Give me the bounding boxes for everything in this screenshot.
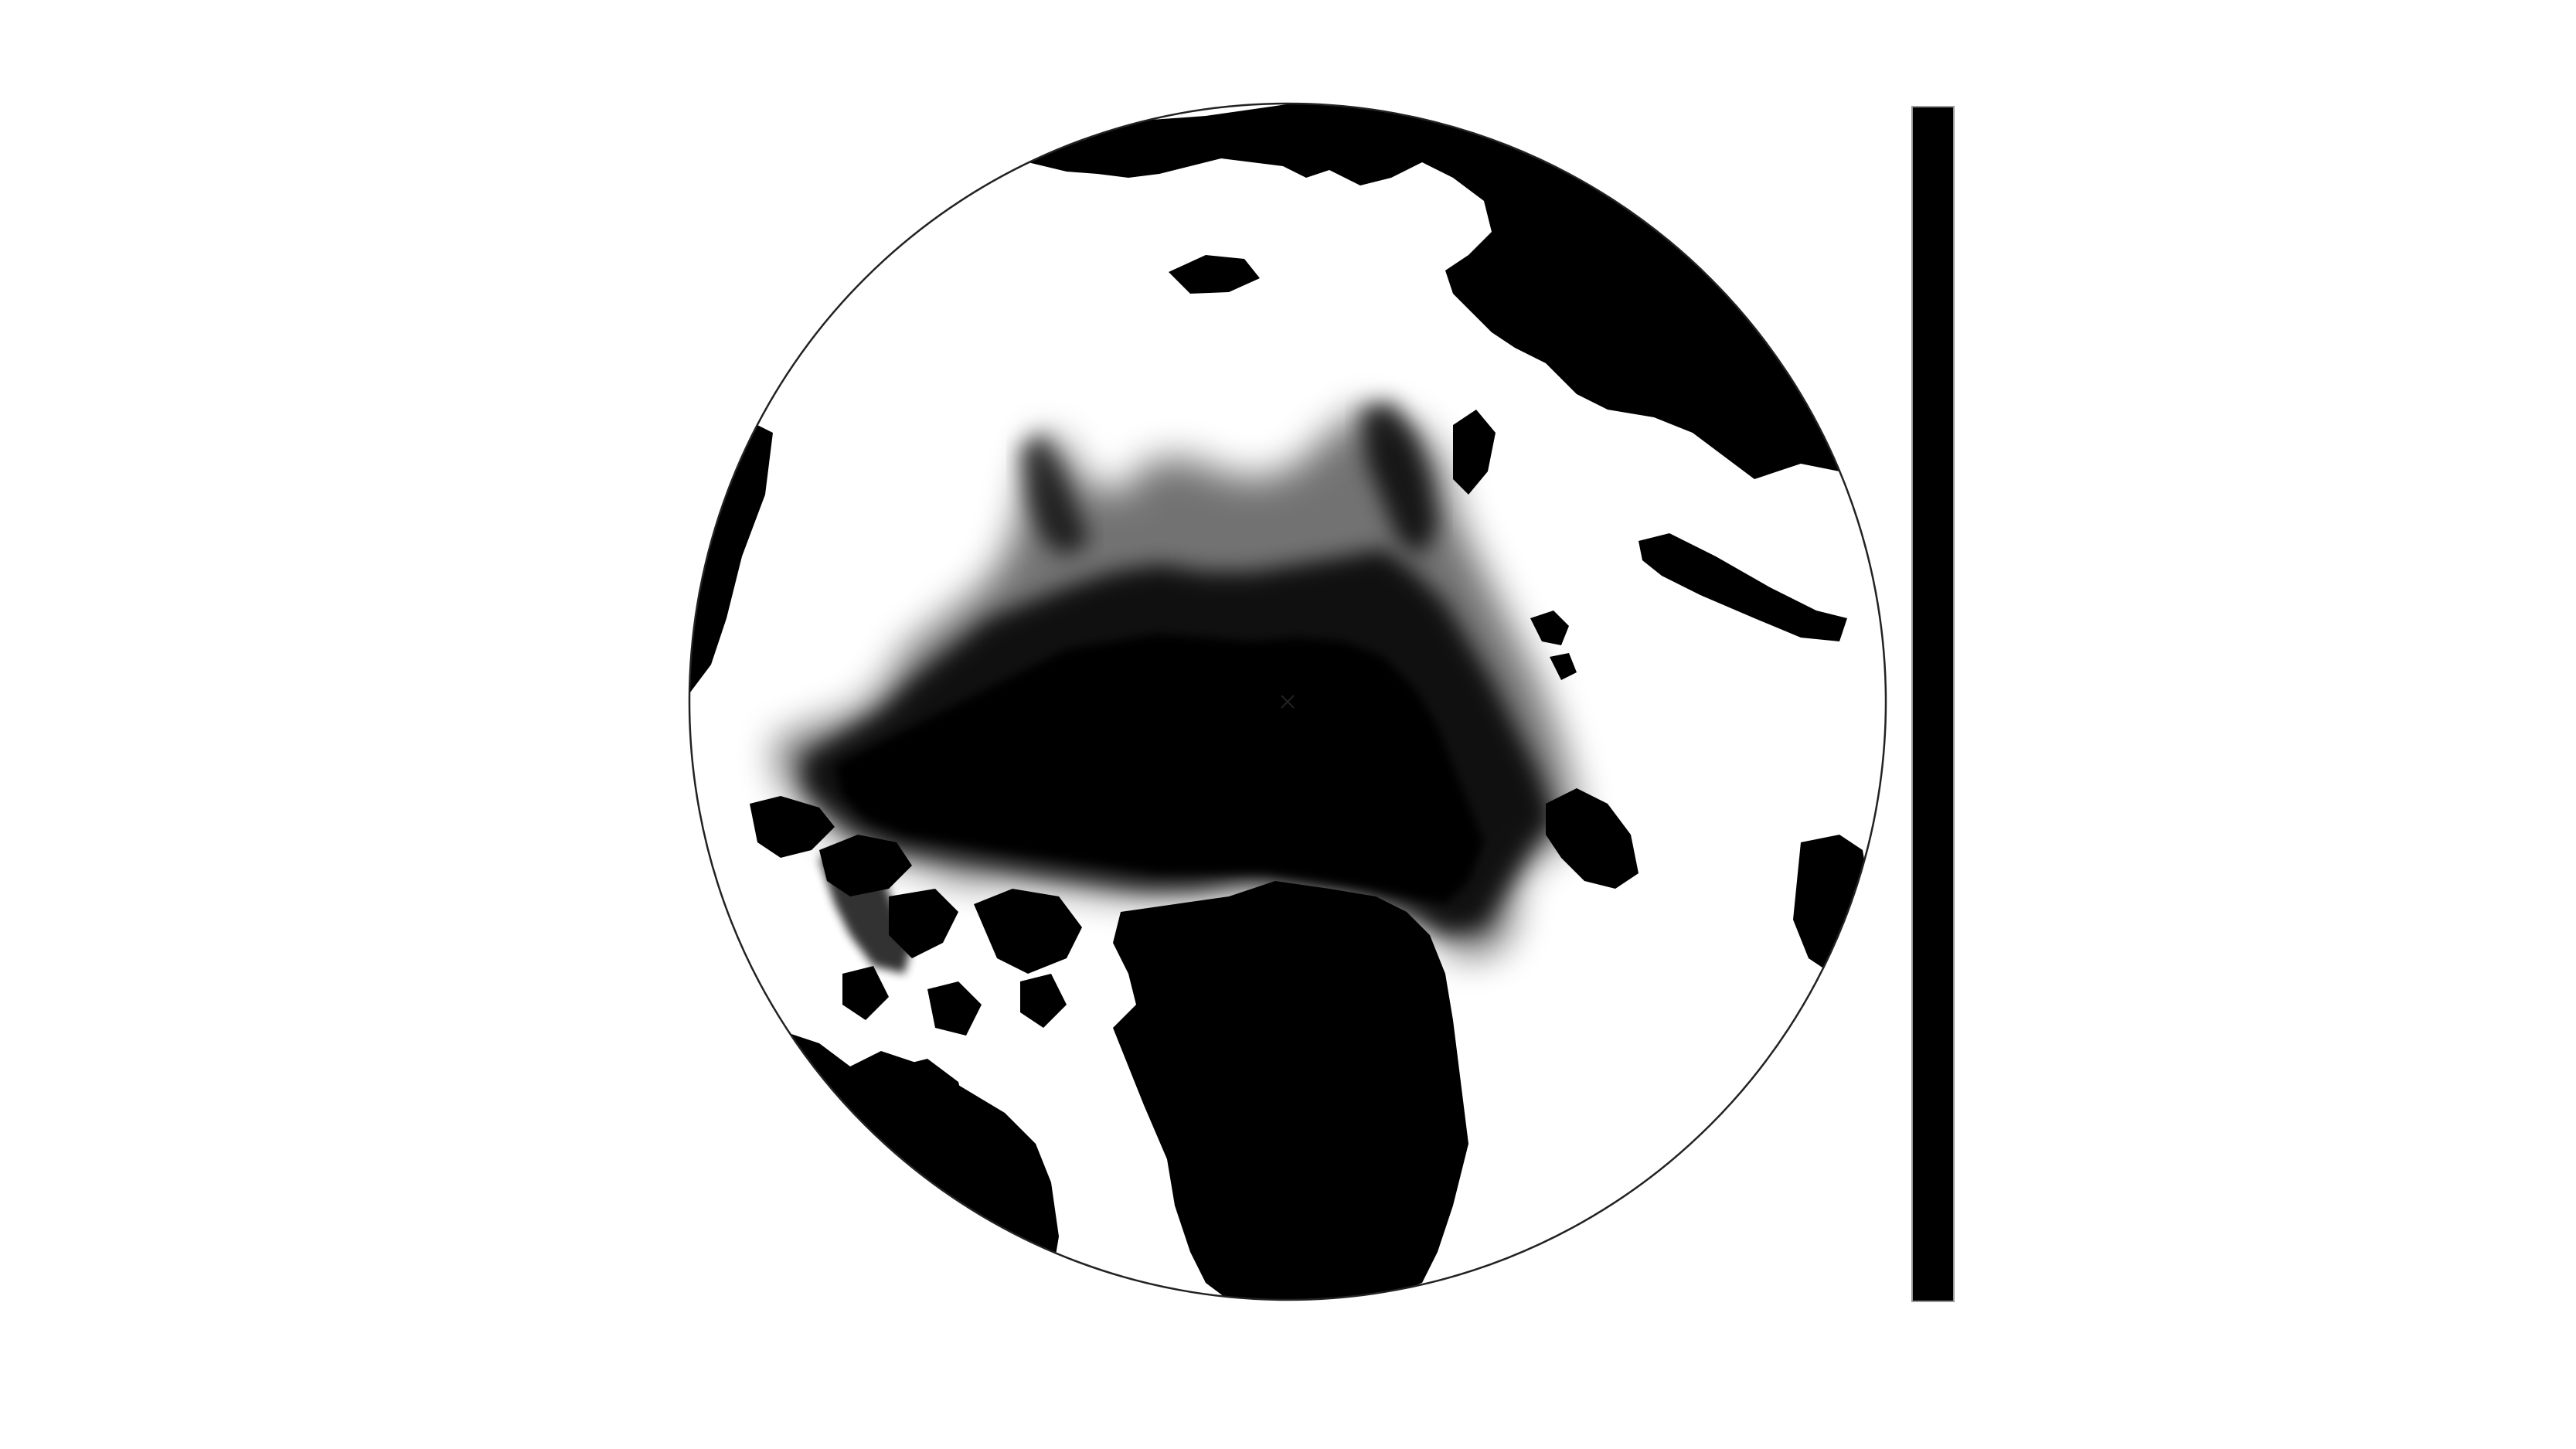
land-canadian-archipelago-6 bbox=[842, 966, 889, 1020]
land-canadian-archipelago-4 bbox=[974, 889, 1082, 974]
land-new-siberian-islands bbox=[1169, 255, 1260, 294]
land-severnaya-zemlya bbox=[1453, 410, 1496, 495]
ice-lobe-laptev bbox=[1360, 402, 1438, 556]
pole-marker bbox=[1281, 695, 1295, 709]
land-canadian-archipelago-5 bbox=[1020, 974, 1067, 1028]
land-franz-josef-2 bbox=[1550, 653, 1577, 680]
ice-core-dark bbox=[835, 634, 1484, 904]
ice-lobe-chukchi bbox=[1020, 433, 1090, 556]
land-canadian-archipelago-7 bbox=[927, 981, 982, 1036]
land-franz-josef bbox=[1530, 611, 1569, 645]
land-greenland bbox=[1113, 881, 1468, 1300]
colorbar bbox=[1911, 106, 1955, 1302]
land-baffin bbox=[897, 1059, 966, 1128]
land-alaska bbox=[689, 417, 773, 696]
sea-ice-field bbox=[773, 402, 1577, 974]
map-frame bbox=[688, 102, 1887, 1301]
ice-channels-archipelago bbox=[819, 850, 912, 974]
colorbar-ramp bbox=[1911, 106, 1955, 1302]
polar-map bbox=[688, 102, 1887, 1301]
land-novaya-zemlya bbox=[1638, 533, 1847, 641]
